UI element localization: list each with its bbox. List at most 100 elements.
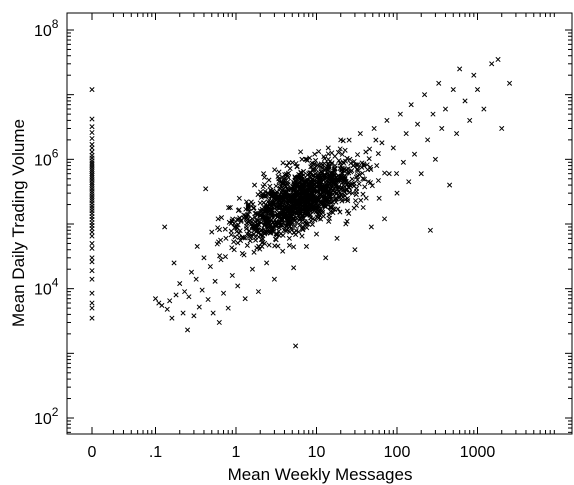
- data-point: [255, 191, 261, 198]
- data-point: [294, 216, 300, 222]
- data-point: [332, 206, 338, 212]
- data-point: [313, 180, 320, 186]
- data-point: [210, 310, 216, 316]
- data-point: [201, 255, 207, 261]
- data-point: [334, 235, 340, 241]
- data-point: [256, 222, 262, 228]
- data-point: [303, 243, 309, 249]
- data-point: [216, 319, 222, 326]
- data-point: [265, 226, 272, 232]
- zero-column-point: [89, 116, 95, 122]
- data-point: [425, 137, 431, 143]
- data-point: [293, 343, 299, 349]
- data-point: [362, 184, 368, 190]
- data-point: [162, 224, 168, 230]
- data-point: [309, 167, 315, 173]
- data-point: [250, 205, 257, 212]
- data-point: [291, 179, 297, 185]
- data-point: [180, 310, 186, 316]
- data-point: [177, 280, 183, 287]
- data-point: [304, 172, 311, 178]
- data-point: [397, 111, 403, 117]
- data-point: [220, 290, 227, 296]
- data-point: [303, 182, 309, 189]
- zero-column-point: [89, 160, 95, 166]
- data-point: [315, 205, 321, 211]
- data-point: [319, 207, 325, 214]
- data-point: [353, 202, 360, 209]
- zero-column-point: [89, 173, 95, 179]
- data-point: [299, 183, 305, 189]
- data-point: [235, 222, 241, 228]
- data-point: [229, 245, 235, 251]
- zero-column-point: [89, 268, 95, 274]
- zero-column-point: [89, 193, 95, 199]
- data-point: [246, 201, 252, 207]
- data-point: [285, 170, 292, 176]
- data-point: [366, 146, 373, 152]
- data-point: [307, 212, 313, 218]
- data-point: [285, 216, 291, 222]
- data-point: [454, 131, 460, 137]
- data-point: [272, 243, 278, 249]
- data-point: [447, 182, 453, 188]
- data-point: [251, 182, 258, 188]
- data-point: [267, 207, 273, 213]
- data-point: [212, 278, 218, 284]
- data-point: [171, 260, 177, 266]
- data-point: [297, 209, 303, 215]
- data-point: [292, 201, 298, 207]
- data-point: [330, 191, 336, 197]
- data-point: [276, 210, 282, 216]
- data-point: [229, 272, 235, 279]
- data-point: [218, 215, 225, 221]
- zero-column-point: [89, 171, 95, 177]
- data-point: [312, 151, 318, 157]
- x-tick-label: .1: [149, 444, 162, 461]
- data-point: [471, 72, 477, 78]
- data-point: [333, 177, 339, 183]
- data-point: [375, 150, 381, 157]
- data-point: [292, 175, 298, 181]
- data-point: [282, 171, 288, 178]
- data-point: [341, 166, 347, 172]
- data-point: [327, 193, 333, 199]
- data-point: [291, 265, 297, 271]
- zero-column-point: [89, 255, 95, 261]
- data-point: [286, 160, 292, 166]
- x-tick-label: 1000: [460, 444, 496, 461]
- data-point: [360, 191, 366, 197]
- data-point: [304, 202, 310, 208]
- data-point: [341, 174, 347, 180]
- data-point: [339, 167, 345, 173]
- data-point: [257, 246, 263, 252]
- data-point: [236, 195, 242, 201]
- data-point: [296, 204, 302, 210]
- data-point: [260, 211, 266, 217]
- data-point: [215, 216, 221, 222]
- data-point: [467, 117, 473, 123]
- data-point: [260, 213, 267, 219]
- data-point: [481, 106, 487, 112]
- data-point: [271, 276, 277, 282]
- data-point: [294, 163, 300, 169]
- data-point: [329, 160, 335, 166]
- data-point: [315, 162, 321, 168]
- zero-column-point: [89, 124, 95, 130]
- data-point: [318, 188, 324, 194]
- data-point: [344, 208, 350, 214]
- data-point: [442, 106, 449, 112]
- data-point: [262, 240, 268, 247]
- zero-column-point: [89, 158, 95, 164]
- data-point: [376, 195, 382, 201]
- data-point: [266, 177, 272, 183]
- data-point: [276, 169, 282, 175]
- data-point: [390, 145, 396, 151]
- data-point: [355, 162, 361, 168]
- data-point: [291, 187, 297, 193]
- data-point: [250, 224, 256, 230]
- data-point: [273, 183, 279, 189]
- data-point: [414, 121, 421, 127]
- data-point: [298, 189, 304, 196]
- data-point: [337, 160, 343, 166]
